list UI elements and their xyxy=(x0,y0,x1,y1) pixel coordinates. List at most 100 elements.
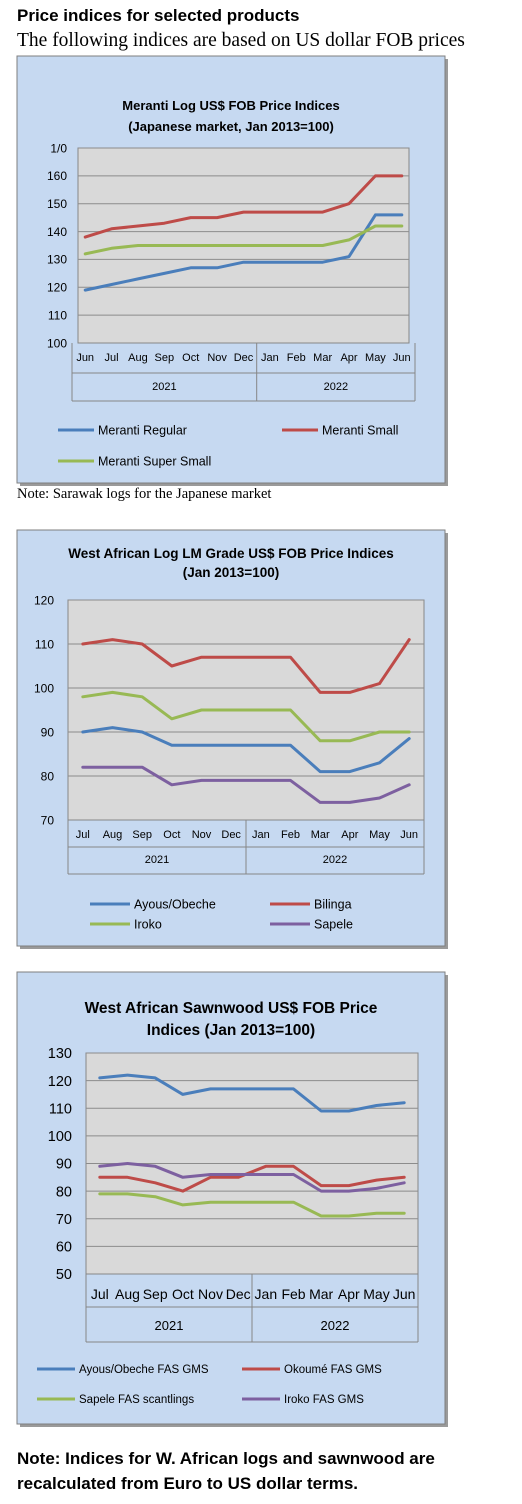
x-tick-label: Jul xyxy=(76,829,90,841)
y-tick-label: 150 xyxy=(47,197,67,211)
x-tick-label: Mar xyxy=(309,1286,333,1302)
y-tick-label: 120 xyxy=(47,281,67,295)
legend-label: Ayous/Obeche FAS GMS xyxy=(79,1364,209,1376)
y-tick-label: 110 xyxy=(49,1101,72,1117)
series-line-sapele xyxy=(81,765,411,804)
x-tick-label: Apr xyxy=(340,352,357,364)
bottom-note-line-2: recalculated from Euro to US dollar term… xyxy=(17,1474,359,1493)
y-tick-label: 100 xyxy=(34,681,54,695)
year-label: 2021 xyxy=(145,854,169,866)
y-tick-label: 140 xyxy=(47,225,67,239)
chart-subtitle: Indices (Jan 2013=100) xyxy=(147,1022,315,1039)
y-tick-label: 1/0 xyxy=(50,141,67,155)
chart-title: West African Log LM Grade US$ FOB Price … xyxy=(68,546,394,561)
series-line-iroko-fas-gms xyxy=(98,1162,406,1193)
x-tick-label: Oct xyxy=(172,1286,194,1302)
x-tick-label: May xyxy=(363,1286,389,1302)
x-tick-label: Jul xyxy=(105,352,119,364)
chart-subtitle: (Jan 2013=100) xyxy=(183,565,279,580)
x-tick-label: Nov xyxy=(198,1286,223,1302)
x-tick-label: Feb xyxy=(287,352,306,364)
x-tick-label: Sep xyxy=(132,829,152,841)
x-tick-label: Feb xyxy=(281,829,300,841)
x-tick-label: Jul xyxy=(91,1286,109,1302)
legend-label: Sapele xyxy=(314,918,353,932)
year-label: 2021 xyxy=(152,381,176,393)
x-tick-label: May xyxy=(369,829,390,841)
year-label: 2022 xyxy=(323,854,347,866)
x-tick-label: Oct xyxy=(182,352,199,364)
x-tick-label: Jun xyxy=(393,1286,416,1302)
x-tick-label: Nov xyxy=(207,352,227,364)
x-tick-label: Dec xyxy=(221,829,241,841)
x-tick-label: Feb xyxy=(281,1286,305,1302)
x-tick-label: Aug xyxy=(128,352,148,364)
series-line-meranti-small xyxy=(83,174,404,239)
y-tick-label: 110 xyxy=(35,637,54,651)
x-tick-label: Dec xyxy=(226,1286,251,1302)
x-tick-label: Mar xyxy=(313,352,332,364)
year-label: 2022 xyxy=(321,1318,350,1333)
legend-label: Meranti Regular xyxy=(98,424,187,438)
x-tick-label: Jan xyxy=(261,352,279,364)
legend-label: Bilinga xyxy=(314,898,352,912)
legend-label: Ayous/Obeche xyxy=(134,898,216,912)
series-line-bilinga xyxy=(81,638,411,694)
series-line-ayous-obeche-fas-gms xyxy=(98,1073,406,1113)
x-tick-label: Sep xyxy=(155,352,175,364)
legend-label: Iroko xyxy=(134,918,162,932)
x-tick-label: Sep xyxy=(143,1286,168,1302)
x-tick-label: Oct xyxy=(163,829,180,841)
series-line-meranti-super-small xyxy=(83,224,404,256)
series-line-okoum-fas-gms xyxy=(98,1164,406,1193)
series-line-ayous-obeche xyxy=(81,726,411,774)
y-tick-label: 160 xyxy=(47,169,67,183)
x-tick-label: Aug xyxy=(103,829,123,841)
meranti-note: Note: Sarawak logs for the Japanese mark… xyxy=(17,486,272,502)
y-tick-label: 130 xyxy=(48,1046,72,1062)
y-tick-label: 90 xyxy=(56,1157,72,1173)
y-tick-label: 130 xyxy=(47,253,67,267)
page-subtitle: The following indices are based on US do… xyxy=(17,30,465,51)
legend-label: Meranti Super Small xyxy=(98,455,211,469)
y-tick-label: 120 xyxy=(48,1074,72,1090)
x-tick-label: Nov xyxy=(192,829,212,841)
y-tick-label: 80 xyxy=(41,769,55,783)
y-tick-label: 100 xyxy=(47,336,67,350)
page-title: Price indices for selected products xyxy=(17,6,300,25)
legend-label: Okoumé FAS GMS xyxy=(284,1364,382,1376)
legend-label: Iroko FAS GMS xyxy=(284,1394,364,1406)
legend-label: Meranti Small xyxy=(322,424,398,438)
x-tick-label: Jan xyxy=(252,829,270,841)
x-tick-label: Mar xyxy=(311,829,330,841)
y-tick-label: 70 xyxy=(41,813,55,827)
bottom-note-line-1: Note: Indices for W. African logs and sa… xyxy=(17,1449,435,1468)
y-tick-label: 60 xyxy=(56,1240,72,1256)
series-line-iroko xyxy=(81,690,411,743)
x-tick-label: May xyxy=(365,352,386,364)
y-tick-label: 70 xyxy=(56,1212,72,1228)
x-tick-label: Aug xyxy=(115,1286,140,1302)
year-label: 2021 xyxy=(155,1318,184,1333)
series-line-sapele-fas-scantlings xyxy=(98,1192,406,1218)
x-tick-label: Apr xyxy=(341,829,358,841)
x-tick-label: Jun xyxy=(400,829,418,841)
chart-title: West African Sawnwood US$ FOB Price xyxy=(85,1000,378,1017)
y-tick-label: 90 xyxy=(41,725,55,739)
bottom-note: Note: Indices for W. African logs and sa… xyxy=(17,1446,517,1496)
x-tick-label: Jan xyxy=(255,1286,278,1302)
series-line-meranti-regular xyxy=(83,213,404,292)
year-label: 2022 xyxy=(324,381,348,393)
chart-title: Meranti Log US$ FOB Price Indices xyxy=(122,98,339,113)
x-tick-label: Apr xyxy=(338,1286,360,1302)
y-tick-label: 110 xyxy=(48,308,67,322)
y-tick-label: 80 xyxy=(56,1184,72,1200)
y-tick-label: 100 xyxy=(48,1129,72,1145)
chart-subtitle: (Japanese market, Jan 2013=100) xyxy=(128,119,334,134)
y-tick-label: 120 xyxy=(34,593,54,607)
x-tick-label: Jun xyxy=(393,352,411,364)
y-tick-label: 50 xyxy=(56,1267,72,1283)
